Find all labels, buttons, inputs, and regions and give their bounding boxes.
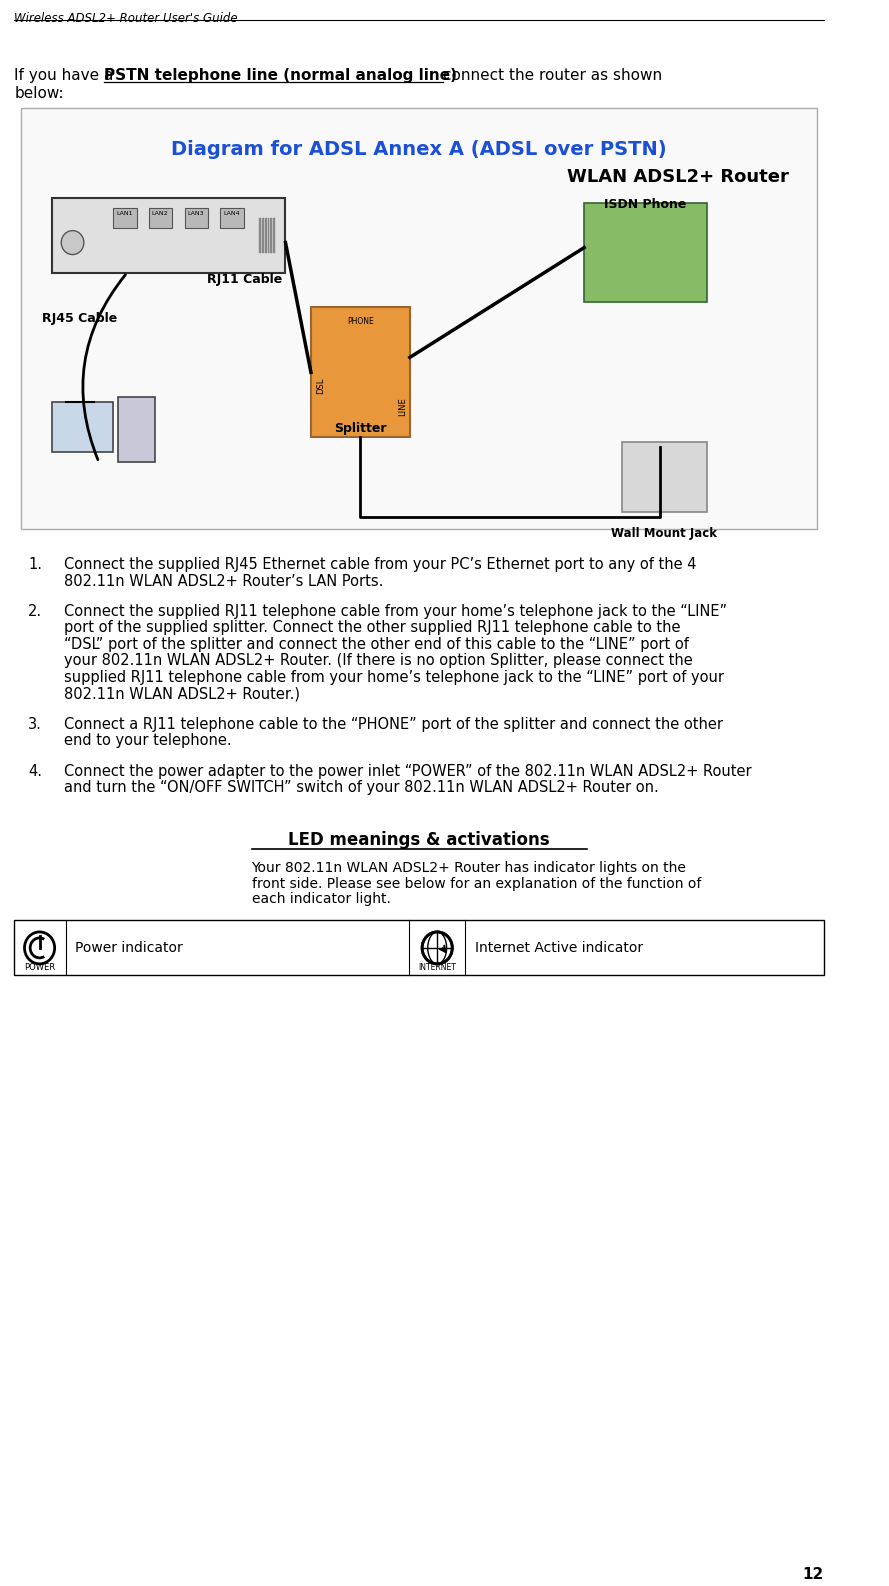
Bar xyxy=(14,920,823,975)
Text: POWER: POWER xyxy=(24,963,55,972)
Text: ISDN Phone: ISDN Phone xyxy=(605,198,686,211)
Text: Connect the supplied RJ11 telephone cable from your home’s telephone jack to the: Connect the supplied RJ11 telephone cabl… xyxy=(64,604,727,619)
Text: below:: below: xyxy=(14,86,64,102)
Bar xyxy=(584,203,707,303)
Bar xyxy=(270,217,272,252)
Bar xyxy=(148,208,172,228)
Text: LED meanings & activations: LED meanings & activations xyxy=(289,831,550,849)
Bar xyxy=(220,208,244,228)
Text: LINE: LINE xyxy=(398,398,407,416)
Text: PSTN telephone line (normal analog line): PSTN telephone line (normal analog line) xyxy=(104,68,462,82)
Text: Connect a RJ11 telephone cable to the “PHONE” port of the splitter and connect t: Connect a RJ11 telephone cable to the “P… xyxy=(64,717,723,731)
Text: RJ11 Cable: RJ11 Cable xyxy=(207,273,283,285)
Text: supplied RJ11 telephone cable from your home’s telephone jack to the “LINE” port: supplied RJ11 telephone cable from your … xyxy=(64,669,724,685)
Text: end to your telephone.: end to your telephone. xyxy=(64,733,232,749)
Text: 4.: 4. xyxy=(28,764,43,779)
Text: LAN3: LAN3 xyxy=(188,211,204,216)
Text: LAN4: LAN4 xyxy=(223,211,240,216)
Bar xyxy=(622,442,707,512)
Text: 3.: 3. xyxy=(28,717,42,731)
Text: Internet Active indicator: Internet Active indicator xyxy=(475,940,643,955)
Text: your 802.11n WLAN ADSL2+ Router. (If there is no option Splitter, please connect: your 802.11n WLAN ADSL2+ Router. (If the… xyxy=(64,653,693,668)
Text: DSL: DSL xyxy=(316,377,324,393)
Text: LAN2: LAN2 xyxy=(152,211,169,216)
Bar xyxy=(268,217,269,252)
Text: port of the supplied splitter. Connect the other supplied RJ11 telephone cable t: port of the supplied splitter. Connect t… xyxy=(64,620,681,636)
Bar xyxy=(185,208,208,228)
Text: Wall Mount Jack: Wall Mount Jack xyxy=(612,527,717,541)
Text: Connect the power adapter to the power inlet “POWER” of the 802.11n WLAN ADSL2+ : Connect the power adapter to the power i… xyxy=(64,764,752,779)
Text: 802.11n WLAN ADSL2+ Router’s LAN Ports.: 802.11n WLAN ADSL2+ Router’s LAN Ports. xyxy=(64,574,383,588)
Text: Splitter: Splitter xyxy=(334,422,387,435)
Text: each indicator light.: each indicator light. xyxy=(252,893,390,907)
Text: front side. Please see below for an explanation of the function of: front side. Please see below for an expl… xyxy=(252,877,701,890)
Text: PHONE: PHONE xyxy=(347,317,373,327)
Text: Power indicator: Power indicator xyxy=(76,940,183,955)
Text: connect the router as shown: connect the router as shown xyxy=(443,68,662,82)
Circle shape xyxy=(422,933,453,964)
Text: Your 802.11n WLAN ADSL2+ Router has indicator lights on the: Your 802.11n WLAN ADSL2+ Router has indi… xyxy=(252,861,686,874)
Circle shape xyxy=(61,230,84,255)
Bar xyxy=(52,403,113,452)
Text: Diagram for ADSL Annex A (ADSL over PSTN): Diagram for ADSL Annex A (ADSL over PSTN… xyxy=(171,140,667,159)
Bar xyxy=(273,217,275,252)
Bar xyxy=(265,217,267,252)
Circle shape xyxy=(25,933,54,964)
Text: LAN1: LAN1 xyxy=(116,211,132,216)
Text: Connect the supplied RJ45 Ethernet cable from your PC’s Ethernet port to any of : Connect the supplied RJ45 Ethernet cable… xyxy=(64,557,697,573)
Bar xyxy=(262,217,264,252)
Text: If you have a: If you have a xyxy=(14,68,118,82)
Text: RJ45 Cable: RJ45 Cable xyxy=(43,312,117,325)
Text: Wireless ADSL2+ Router User's Guide: Wireless ADSL2+ Router User's Guide xyxy=(14,13,237,25)
Text: 12: 12 xyxy=(802,1567,823,1583)
Text: INTERNET: INTERNET xyxy=(418,963,456,972)
Text: “DSL” port of the splitter and connect the other end of this cable to the “LINE”: “DSL” port of the splitter and connect t… xyxy=(64,638,689,652)
Text: 1.: 1. xyxy=(28,557,43,573)
Text: 802.11n WLAN ADSL2+ Router.): 802.11n WLAN ADSL2+ Router.) xyxy=(64,687,300,701)
Text: 2.: 2. xyxy=(28,604,43,619)
Bar xyxy=(311,308,410,438)
Text: WLAN ADSL2+ Router: WLAN ADSL2+ Router xyxy=(567,168,789,186)
Bar xyxy=(20,108,817,530)
Bar xyxy=(117,398,156,462)
Bar xyxy=(52,198,285,273)
Text: and turn the “ON/OFF SWITCH” switch of your 802.11n WLAN ADSL2+ Router on.: and turn the “ON/OFF SWITCH” switch of y… xyxy=(64,780,659,795)
Bar xyxy=(259,217,261,252)
Bar xyxy=(113,208,137,228)
